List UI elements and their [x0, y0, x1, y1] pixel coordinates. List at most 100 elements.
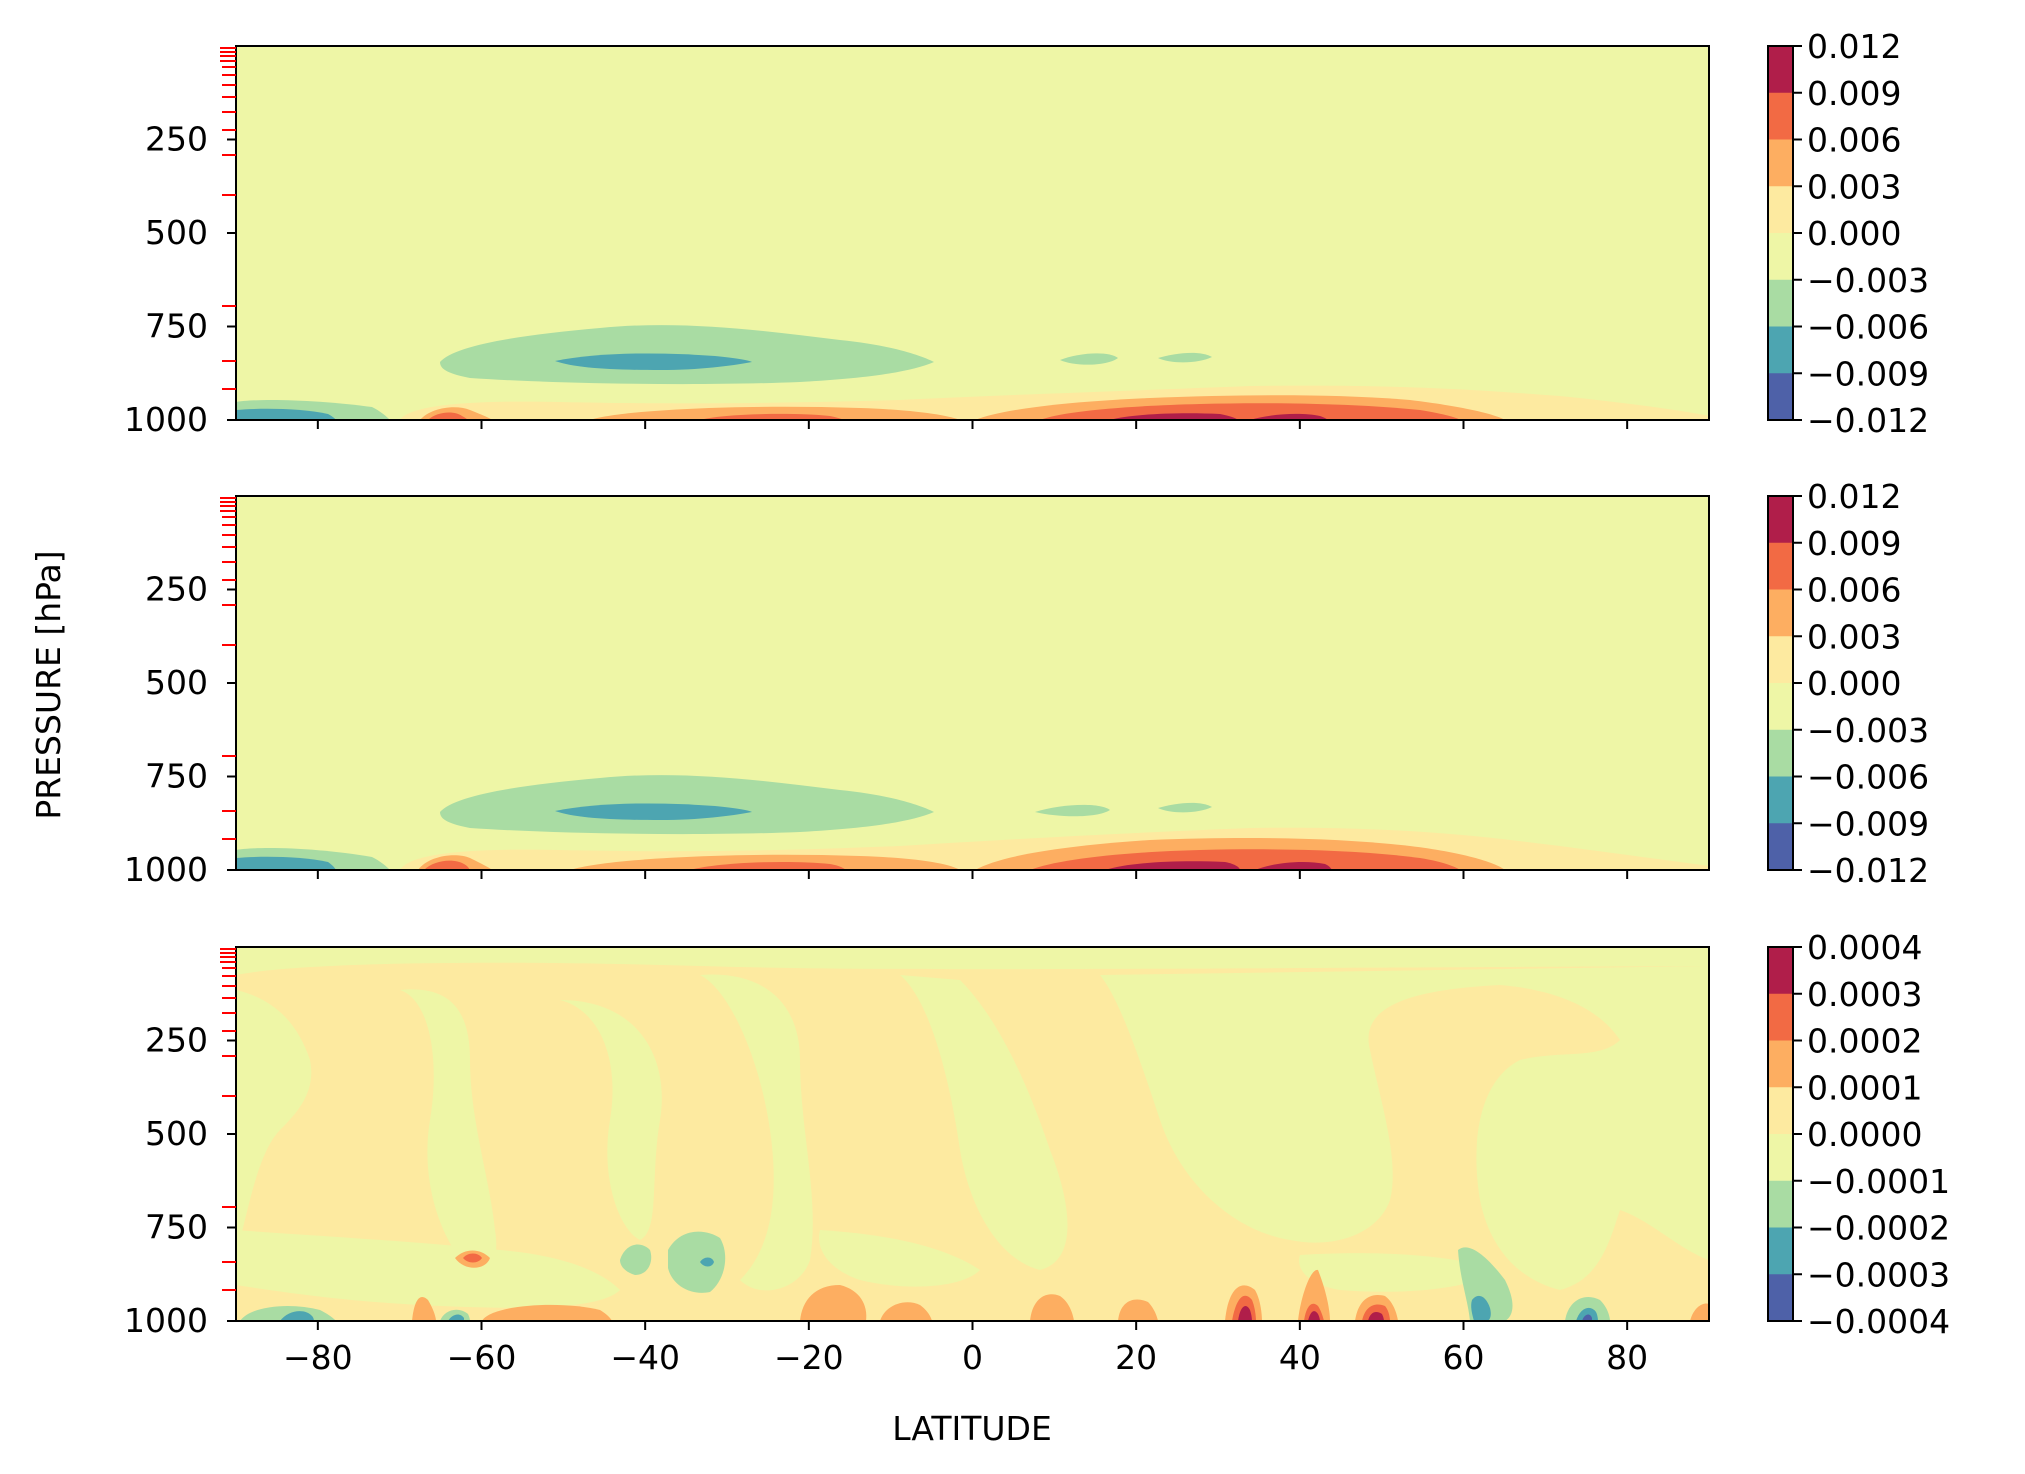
colorbar-tick-label: 0.0002	[1807, 1022, 1922, 1061]
y-tick-label: 500	[145, 213, 208, 252]
weak-negative-regions	[236, 947, 1709, 1308]
small-negative-contour	[1060, 353, 1118, 365]
negative-contours	[240, 1231, 1610, 1321]
negative-core-contour	[555, 353, 752, 370]
positive-contour-006	[690, 862, 846, 870]
colorbar-tick-label: 0.000	[1807, 214, 1901, 253]
colorbar-tick-label: −0.0003	[1807, 1255, 1950, 1294]
colorbar-segment	[1768, 636, 1793, 684]
x-tick-label: −40	[610, 1338, 680, 1377]
x-tick-label: −60	[447, 1338, 517, 1377]
y-tick-label: 500	[145, 1114, 208, 1153]
colorbar-segment	[1768, 1274, 1793, 1322]
x-tick-label: 40	[1279, 1338, 1321, 1377]
colorbar-segment	[1768, 233, 1793, 281]
colorbar-segment	[1768, 1087, 1793, 1135]
colorbar-tick-label: 0.006	[1807, 121, 1901, 160]
colorbar-segment	[1768, 373, 1793, 421]
colorbar-segment	[1768, 776, 1793, 824]
colorbar-segment	[1768, 1180, 1793, 1228]
colorbar-tick-label: 0.000	[1807, 664, 1901, 703]
colorbar-tick-label: 0.0001	[1807, 1068, 1922, 1107]
positive-contour-006	[424, 860, 470, 870]
colorbar-tick-label: −0.0002	[1807, 1209, 1950, 1248]
negative-core-contour	[555, 803, 752, 820]
colorbar-segment	[1768, 496, 1793, 544]
colorbar-segment	[1768, 1134, 1793, 1182]
colorbar-segment	[1768, 993, 1793, 1041]
colorbar-segment	[1768, 683, 1793, 731]
colorbars: 0.012 0.009 0.006 0.003 0.000 −0.003 −0.006 −0.…	[1767, 27, 1950, 1341]
colorbar-segment	[1768, 279, 1793, 327]
positive-contour-006	[700, 413, 844, 420]
small-negative-contour	[1158, 352, 1212, 363]
y-tick-label: 1000	[124, 400, 208, 439]
contour-panel-middle	[220, 495, 1710, 871]
colorbar-tick-label: 0.0004	[1807, 928, 1922, 967]
colorbar-tick-label: 0.006	[1807, 571, 1901, 610]
colorbar-tick-label: 0.012	[1807, 27, 1901, 66]
colorbar-tick-label: −0.0001	[1807, 1162, 1950, 1201]
positive-contour-003	[590, 406, 960, 420]
colorbar-tick-label: 0.009	[1807, 524, 1901, 563]
colorbar-segment	[1768, 46, 1793, 94]
positive-contour-009	[1250, 413, 1328, 420]
y-tick-label: 500	[145, 663, 208, 702]
x-tick-label: −20	[774, 1338, 844, 1377]
contour-panel-bottom	[220, 946, 1710, 1322]
y-tick-label: 250	[145, 1021, 208, 1060]
colorbar-tick-label: −0.006	[1807, 758, 1929, 797]
colorbar-tick-label: 0.0003	[1807, 975, 1922, 1014]
y-axis-label: PRESSURE [hPa]	[29, 550, 68, 819]
colorbar-tick-label: −0.009	[1807, 354, 1929, 393]
colorbar-tick-label: 0.003	[1807, 167, 1901, 206]
y-tick-label: 250	[145, 570, 208, 609]
x-tick-label: −80	[283, 1338, 353, 1377]
positive-contour-009	[1255, 862, 1332, 870]
colorbar-segment	[1768, 542, 1793, 590]
y-tick-label: 250	[145, 120, 208, 159]
colorbar-segment	[1768, 589, 1793, 637]
positive-contour-009	[1110, 413, 1238, 420]
colorbar-tick-label: −0.012	[1807, 401, 1929, 440]
colorbar-segment	[1768, 186, 1793, 234]
colorbar-tick-label: −0.003	[1807, 711, 1929, 750]
colorbar-tick-label: 0.009	[1807, 74, 1901, 113]
colorbar-segment	[1768, 729, 1793, 777]
small-negative-contour	[1158, 802, 1212, 813]
colorbar-tick-label: −0.012	[1807, 851, 1929, 890]
colorbar-tick-label: −0.0004	[1807, 1302, 1950, 1341]
x-tick-label: 80	[1606, 1338, 1648, 1377]
positive-contours	[412, 1250, 1709, 1321]
colorbar-tick-label: −0.003	[1807, 261, 1929, 300]
red-level-ticks	[220, 47, 236, 390]
positive-contour-009	[1105, 861, 1240, 870]
y-tick-label: 750	[145, 1208, 208, 1247]
y-tick-label: 1000	[124, 850, 208, 889]
x-tick-label: 60	[1443, 1338, 1485, 1377]
y-tick-label: 1000	[124, 1301, 208, 1340]
colorbar-segment	[1768, 823, 1793, 871]
colorbar-tick-label: 0.012	[1807, 477, 1901, 516]
polar-negative-core-contour	[236, 408, 336, 420]
colorbar-segment	[1768, 139, 1793, 187]
y-tick-label: 750	[145, 757, 208, 796]
colorbar-segment	[1768, 326, 1793, 374]
colorbar-tick-label: 0.003	[1807, 617, 1901, 656]
colorbar-tick-label: −0.009	[1807, 804, 1929, 843]
positive-contour-006	[428, 412, 468, 420]
axis-layer: 250 500 750 1000 250 500 750 1000 −80 −60 −40 −20 0 2…	[124, 120, 1648, 1378]
red-level-ticks	[220, 948, 236, 1291]
colorbar-segment	[1768, 1040, 1793, 1088]
colorbar-segment	[1768, 92, 1793, 140]
small-negative-contour	[1035, 804, 1110, 817]
x-axis-label: LATITUDE	[892, 1409, 1052, 1448]
x-tick-label: 0	[962, 1338, 983, 1377]
colorbar-segment	[1768, 1227, 1793, 1275]
x-tick-label: 20	[1115, 1338, 1157, 1377]
colorbar-segment	[1768, 947, 1793, 995]
red-level-ticks	[220, 497, 236, 840]
polar-negative-core-contour	[236, 856, 336, 870]
y-tick-label: 750	[145, 307, 208, 346]
